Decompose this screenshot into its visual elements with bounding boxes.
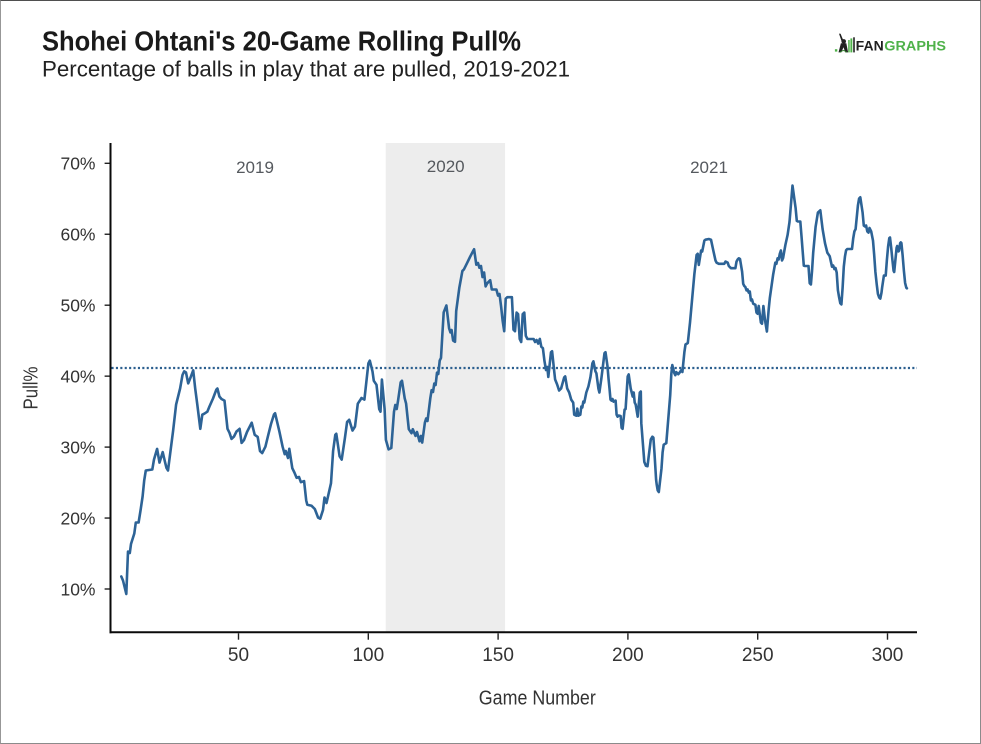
svg-text:50: 50 [228, 645, 249, 666]
svg-text:60%: 60% [60, 225, 95, 245]
svg-text:150: 150 [482, 645, 514, 666]
svg-text:100: 100 [352, 645, 384, 666]
svg-text:200: 200 [612, 645, 644, 666]
svg-text:10%: 10% [60, 579, 95, 599]
svg-text:GRAPHS: GRAPHS [884, 39, 946, 54]
svg-text:20%: 20% [60, 508, 95, 528]
svg-text:30%: 30% [60, 438, 95, 458]
svg-text:2019: 2019 [236, 158, 274, 177]
svg-text:2020: 2020 [427, 157, 465, 176]
svg-text:Pull%: Pull% [20, 366, 42, 409]
svg-text:FAN: FAN [856, 39, 884, 54]
svg-text:2021: 2021 [690, 158, 728, 177]
svg-text:Game Number: Game Number [479, 687, 596, 709]
svg-text:Shohei Ohtani's 20-Game Rollin: Shohei Ohtani's 20-Game Rolling Pull% [42, 26, 521, 57]
svg-text:Percentage of balls in play th: Percentage of balls in play that are pul… [42, 57, 570, 82]
svg-text:40%: 40% [60, 367, 95, 387]
svg-text:50%: 50% [60, 296, 95, 316]
svg-text:300: 300 [872, 645, 904, 666]
svg-text:250: 250 [742, 645, 774, 666]
svg-text:70%: 70% [60, 154, 95, 174]
